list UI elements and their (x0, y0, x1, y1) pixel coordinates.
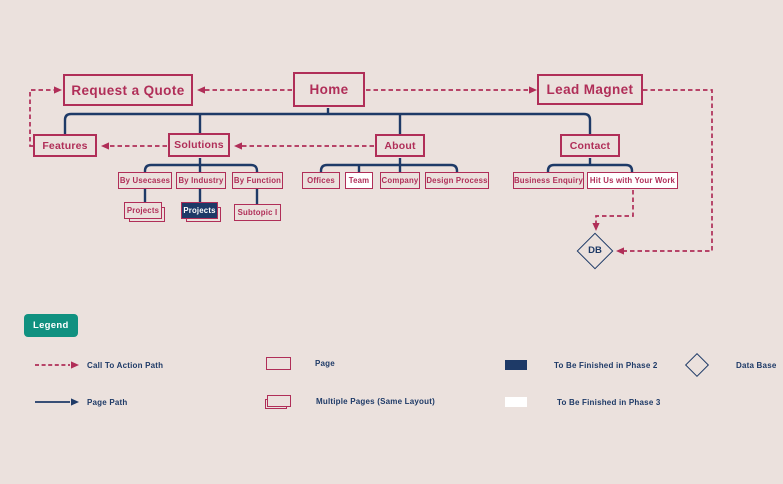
legend-label: Multiple Pages (Same Layout) (316, 396, 435, 406)
legend-label: To Be Finished in Phase 3 (557, 397, 661, 407)
legend-item-phase-2: To Be Finished in Phase 2 (505, 355, 658, 375)
cta-path-arrow-icon (35, 361, 79, 369)
legend-item-multiple-pages: Multiple Pages (Same Layout) (264, 390, 435, 412)
data-base-icon (684, 352, 710, 378)
node-business-enquiry: Business Enquiry (513, 172, 584, 189)
legend-label: To Be Finished in Phase 2 (554, 360, 658, 370)
node-request-a-quote: Request a Quote (63, 74, 193, 106)
node-contact: Contact (560, 134, 620, 157)
node-design-process: Design Process (425, 172, 489, 189)
page-icon (266, 356, 291, 370)
node-projects-multiple-pages: Projects (124, 202, 165, 222)
multiple-pages-icon (264, 395, 291, 409)
page-path-arrow-icon (35, 398, 79, 406)
node-offices: Offices (302, 172, 340, 189)
node-by-function: By Function (232, 172, 283, 189)
legend-label: Call To Action Path (87, 360, 164, 370)
phase-3-icon (505, 397, 527, 407)
node-subtopic: Subtopic I (234, 204, 281, 221)
cta-arrowheads (54, 86, 624, 255)
legend-label: Page Path (87, 397, 128, 407)
node-by-usecases: By Usecases (118, 172, 172, 189)
page-path-lines (63, 108, 634, 205)
phase-2-icon (505, 360, 527, 370)
node-home: Home (293, 72, 365, 107)
database-label: DB (588, 245, 602, 256)
legend-title-badge: Legend (24, 314, 78, 337)
node-hit-us-with-your-work: Hit Us with Your Work (587, 172, 678, 189)
cta-path-lines (29, 89, 713, 252)
node-lead-magnet: Lead Magnet (537, 74, 643, 105)
node-solutions: Solutions (168, 133, 230, 157)
legend-item-data-base: Data Base (684, 352, 777, 378)
legend-item-page-path: Page Path (34, 392, 127, 412)
node-about: About (375, 134, 425, 157)
node-team: Team (345, 172, 373, 189)
legend-item-call-to-action-path: Call To Action Path (34, 355, 163, 375)
node-projects-phase2: Projects (181, 202, 221, 222)
legend-label: Data Base (736, 360, 777, 370)
node-features: Features (33, 134, 97, 157)
node-company: Company (380, 172, 420, 189)
legend-item-page: Page (266, 353, 335, 373)
legend-item-phase-3: To Be Finished in Phase 3 (505, 392, 661, 412)
legend-label: Page (315, 358, 335, 368)
node-database: DB (574, 232, 616, 269)
node-by-industry: By Industry (176, 172, 226, 189)
